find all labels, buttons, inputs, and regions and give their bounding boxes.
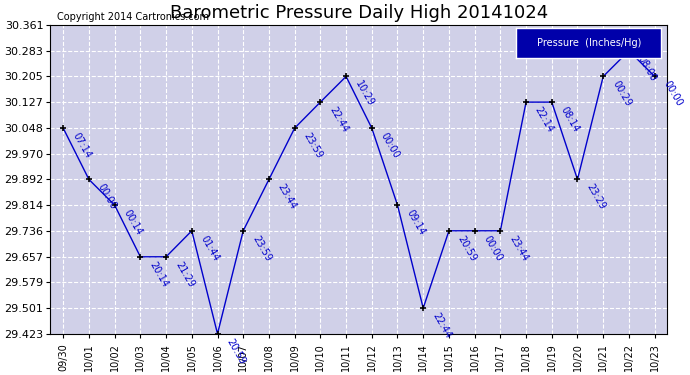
Text: 10:29: 10:29 [353,79,375,108]
Text: 00:29: 00:29 [610,79,633,108]
Text: 22:14: 22:14 [533,105,555,134]
Text: 00:00: 00:00 [96,182,119,211]
Text: 00:14: 00:14 [121,208,144,237]
Text: 20:14: 20:14 [147,260,170,289]
Text: Copyright 2014 Cartronics.com: Copyright 2014 Cartronics.com [57,12,208,22]
Text: 09:14: 09:14 [404,208,427,237]
Text: 08:14: 08:14 [559,105,581,134]
Title: Barometric Pressure Daily High 20141024: Barometric Pressure Daily High 20141024 [170,4,548,22]
Text: 00:00: 00:00 [379,131,402,160]
Text: 23:44: 23:44 [507,234,530,263]
Text: 00:00: 00:00 [662,79,684,108]
Text: 23:44: 23:44 [276,182,299,212]
Text: 23:59: 23:59 [302,131,324,160]
Text: 07:14: 07:14 [70,131,92,160]
Text: 00:00: 00:00 [482,234,504,262]
Text: 22:44: 22:44 [430,311,453,340]
Text: 20:59: 20:59 [224,337,247,366]
Text: 08:00: 08:00 [636,54,658,82]
Text: 01:44: 01:44 [199,234,221,262]
Text: 20:59: 20:59 [456,234,479,263]
Text: 22:44: 22:44 [327,105,350,134]
Text: 23:29: 23:29 [584,182,607,212]
Text: 21:29: 21:29 [173,260,196,289]
Text: 23:59: 23:59 [250,234,273,263]
